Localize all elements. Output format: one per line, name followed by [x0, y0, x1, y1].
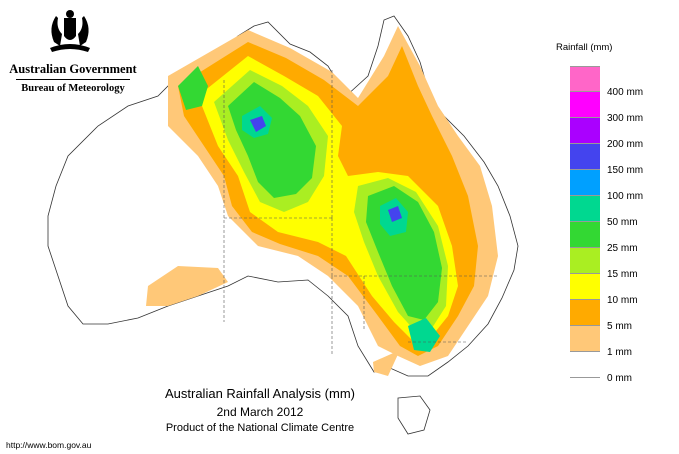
- rain-50mm: [242, 106, 440, 352]
- legend-swatch: [570, 144, 600, 170]
- map-product: Product of the National Climate Centre: [165, 422, 355, 434]
- tasmania: [397, 395, 431, 435]
- legend-swatch: [570, 274, 600, 300]
- legend-label: 5 mm: [607, 321, 632, 332]
- government-label: Australian Government: [9, 62, 137, 76]
- rain-se: [373, 350, 400, 376]
- legend-title: Rainfall (mm): [556, 42, 613, 53]
- state-borders: [223, 70, 498, 354]
- legend-label: 200 mm: [607, 139, 644, 150]
- legend-label: 0 mm: [607, 373, 632, 384]
- legend-label: 10 mm: [607, 295, 638, 306]
- rainfall-legend: [570, 66, 600, 378]
- map-date: 2nd March 2012: [216, 405, 304, 419]
- coat-of-arms-icon: [50, 10, 90, 52]
- legend-swatch: [570, 170, 600, 196]
- legend-swatch: [570, 248, 600, 274]
- legend-label: 25 mm: [607, 243, 638, 254]
- legend-label: 50 mm: [607, 217, 638, 228]
- legend-label: 300 mm: [607, 113, 644, 124]
- rain-sw: [146, 266, 228, 306]
- legend-label: 1 mm: [607, 347, 632, 358]
- rainfall-map: [47, 15, 519, 435]
- legend-swatch: [570, 222, 600, 248]
- legend-swatch: [570, 352, 600, 378]
- legend-label: 100 mm: [607, 191, 644, 202]
- legend-swatch: [570, 300, 600, 326]
- map-title: Australian Rainfall Analysis (mm): [164, 386, 355, 401]
- legend-swatch: [570, 92, 600, 118]
- legend-label: 150 mm: [607, 165, 644, 176]
- legend-swatch: [570, 196, 600, 222]
- bureau-label: Bureau of Meteorology: [21, 83, 125, 94]
- legend-swatch: [570, 118, 600, 144]
- legend-label: 400 mm: [607, 87, 644, 98]
- legend-label: 15 mm: [607, 269, 638, 280]
- bom-logo: Australian Government Bureau of Meteorol…: [8, 6, 137, 94]
- source-url: http://www.bom.gov.au: [6, 440, 92, 450]
- legend-swatch: [570, 326, 600, 352]
- rain-25mm: [228, 82, 442, 320]
- legend-swatch: [570, 66, 600, 92]
- logo-divider: [16, 79, 130, 80]
- rain-nw: [178, 66, 208, 110]
